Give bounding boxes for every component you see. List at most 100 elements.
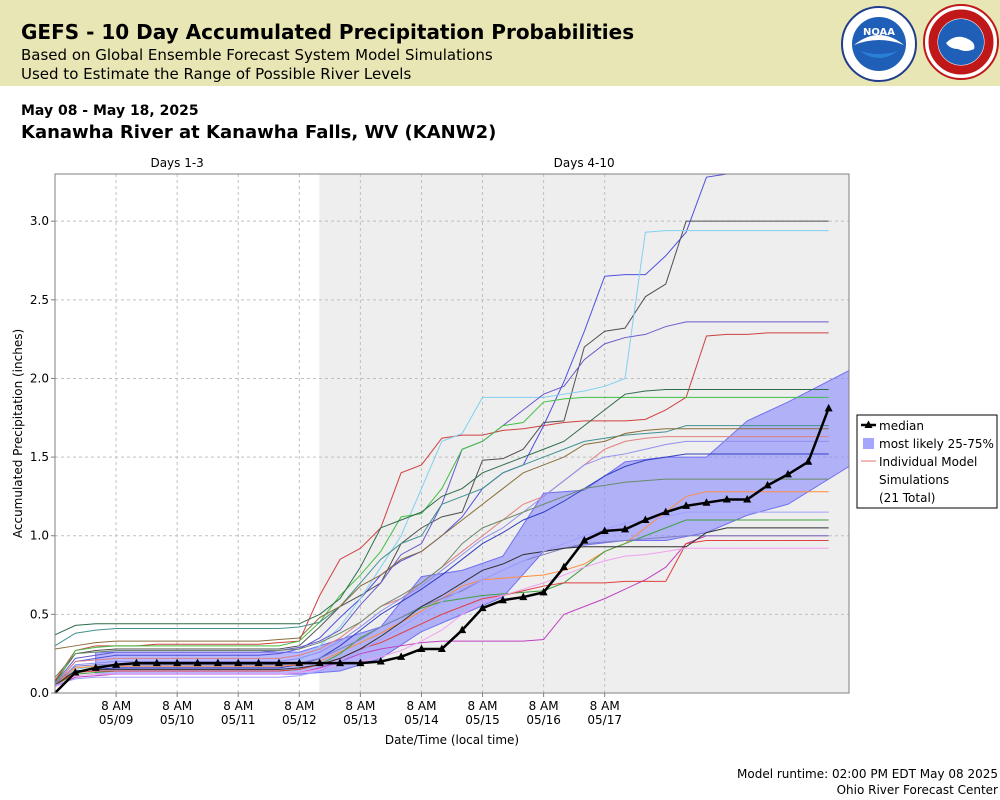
individual-series-line: [54, 440, 829, 688]
median-point: [417, 644, 426, 652]
location-title: Kanawha River at Kanawha Falls, WV (KANW…: [21, 122, 497, 143]
median-point: [763, 480, 772, 489]
individual-series-line: [54, 332, 829, 681]
noaa-logo[interactable]: NOAA: [840, 5, 918, 83]
median-point: [580, 535, 589, 544]
legend: median most likely 25-75% Individual Model…: [856, 414, 998, 509]
median-point: [621, 524, 630, 533]
median-point: [397, 652, 406, 660]
median-point: [783, 469, 792, 478]
x-tick-label: 8 AM: [162, 699, 192, 713]
legend-individual-label-3: (21 Total): [879, 491, 935, 505]
individual-series-layer: [54, 173, 829, 688]
legend-median-marker: [864, 420, 873, 428]
legend-individual-label-2: Simulations: [879, 473, 949, 487]
median-point: [641, 515, 650, 523]
median-point: [193, 658, 202, 667]
median-point: [274, 658, 283, 667]
x-tick-label: 8 AM: [529, 699, 559, 713]
x-tick-date: 05/17: [587, 713, 622, 727]
x-tick-label: 8 AM: [101, 699, 131, 713]
y-tick-label: 3.0: [30, 214, 49, 228]
individual-series-line: [54, 547, 829, 688]
median-point: [437, 644, 446, 652]
median-point: [112, 660, 121, 668]
legend-median-label: median: [879, 419, 924, 433]
median-point: [336, 658, 345, 667]
median-point: [722, 495, 731, 503]
median-point: [213, 658, 222, 667]
individual-series-line: [54, 539, 829, 686]
legend-band-swatch: [863, 438, 874, 449]
median-point: [519, 592, 528, 601]
median-point: [173, 658, 182, 667]
median-point: [661, 507, 670, 516]
noaa-logo-text: NOAA: [863, 27, 895, 38]
individual-series-line: [54, 478, 829, 678]
median-point: [254, 658, 263, 667]
individual-series-line: [54, 453, 829, 684]
x-tick-date: 05/11: [221, 713, 256, 727]
median-layer: [54, 403, 833, 694]
x-tick-date: 05/16: [526, 713, 561, 727]
page-subtitle-1: Based on Global Ensemble Forecast System…: [21, 46, 493, 64]
y-tick-label: 2.0: [30, 371, 49, 385]
axes: [51, 173, 850, 697]
x-axis-title: Date/Time (local time): [385, 733, 519, 747]
x-tick-label: 8 AM: [468, 699, 498, 713]
legend-band-label: most likely 25-75%: [879, 437, 994, 451]
median-point: [132, 658, 141, 667]
x-tick-label: 8 AM: [345, 699, 375, 713]
x-tick-date: 05/14: [404, 713, 439, 727]
median-point: [478, 603, 487, 612]
median-point: [804, 457, 813, 465]
x-tick-label: 8 AM: [590, 699, 620, 713]
x-tick-date: 05/15: [465, 713, 500, 727]
region-label: Days 1-3: [150, 156, 203, 170]
individual-series-line: [54, 535, 829, 684]
median-point: [458, 625, 467, 634]
median-point: [71, 668, 80, 676]
x-tick-date: 05/12: [282, 713, 317, 727]
individual-series-line: [54, 511, 829, 686]
x-tick-date: 05/09: [99, 713, 134, 727]
nws-logo[interactable]: [922, 3, 1000, 81]
model-runtime: Model runtime: 02:00 PM EDT May 08 2025: [737, 767, 998, 781]
y-tick-label: 1.5: [30, 450, 49, 464]
median-point: [600, 526, 609, 535]
region-label: Days 4-10: [554, 156, 615, 170]
median-point: [539, 587, 548, 596]
median-point: [824, 403, 833, 412]
individual-series-line: [54, 388, 829, 636]
page-title: GEFS - 10 Day Accumulated Precipitation …: [21, 20, 635, 44]
median-point: [702, 498, 711, 506]
median-point: [559, 562, 568, 571]
x-tick-date: 05/10: [160, 713, 195, 727]
individual-series-line: [54, 396, 829, 686]
median-point: [234, 658, 243, 667]
x-tick-label: 8 AM: [223, 699, 253, 713]
header-banner: GEFS - 10 Day Accumulated Precipitation …: [0, 0, 1000, 86]
median-point: [498, 595, 507, 604]
individual-series-line: [54, 425, 829, 647]
individual-series-line: [54, 428, 829, 650]
date-range: May 08 - May 18, 2025: [21, 103, 199, 119]
x-tick-date: 05/13: [343, 713, 378, 727]
median-point: [356, 658, 365, 667]
y-tick-label: 0.5: [30, 607, 49, 621]
median-point: [376, 657, 385, 665]
median-point: [295, 658, 304, 667]
legend-individual-label: Individual Model: [879, 455, 977, 469]
individual-series-line: [54, 220, 829, 683]
plot-frame: [54, 173, 850, 694]
median-point: [91, 663, 100, 671]
y-tick-label: 1.0: [30, 529, 49, 543]
legend-box: [856, 414, 998, 509]
forecast-center: Ohio River Forecast Center: [836, 783, 998, 797]
y-tick-label: 2.5: [30, 293, 49, 307]
median-point: [152, 658, 161, 667]
y-axis-title: Accumulated Precipitation (inches): [11, 329, 25, 538]
axis-labels: Days 1-3 Days 4-10 0.0 0.5 1.0 1.5 2.0 2.5 3.0 8 …: [11, 156, 622, 747]
page-subtitle-2: Used to Estimate the Range of Possible R…: [21, 65, 412, 83]
